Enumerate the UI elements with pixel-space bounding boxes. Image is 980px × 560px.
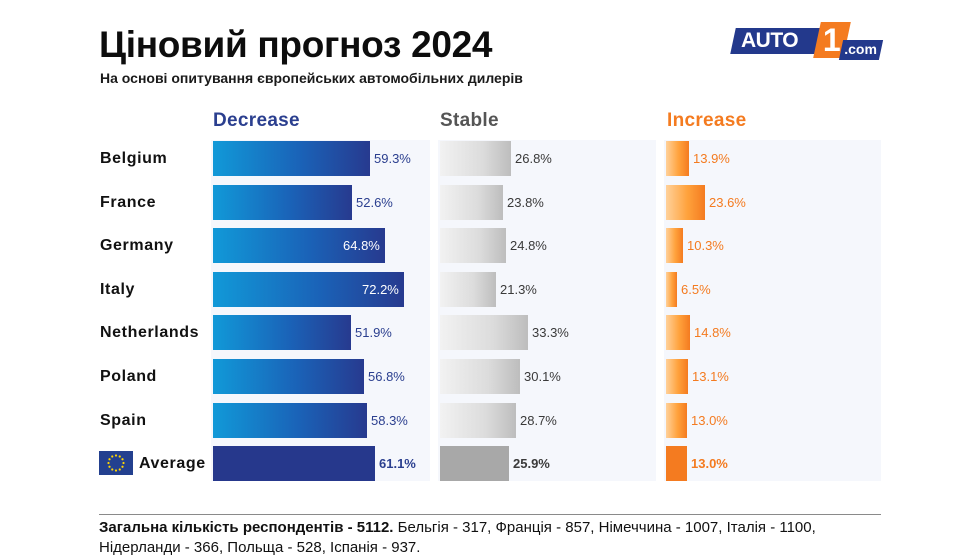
eu-star bbox=[121, 465, 124, 468]
footnote-text: Бельгія - 317, Франція - 857, Німеччина … bbox=[99, 519, 816, 556]
auto1-logo: AUTO 1 .com bbox=[730, 22, 884, 64]
bar-stable-germany bbox=[440, 228, 506, 264]
value-label-decrease-france: 52.6% bbox=[356, 194, 393, 210]
bar-increase-france bbox=[666, 184, 705, 220]
category-label-poland: Poland bbox=[100, 368, 157, 385]
bar-stable-netherlands bbox=[440, 315, 528, 351]
value-label-increase-average: 13.0% bbox=[691, 456, 728, 472]
eu-star bbox=[121, 458, 124, 461]
eu-star bbox=[114, 454, 118, 457]
bar-stable-spain bbox=[440, 402, 516, 438]
value-label-decrease-italy: 72.2% bbox=[362, 281, 399, 297]
bar-increase-spain bbox=[666, 402, 687, 438]
bar-stable-france bbox=[440, 184, 503, 220]
eu-star bbox=[118, 455, 121, 458]
bar-decrease-italy bbox=[213, 271, 404, 307]
value-label-decrease-belgium: 59.3% bbox=[374, 151, 411, 166]
value-label-stable-netherlands: 33.3% bbox=[532, 325, 569, 341]
value-label-stable-belgium: 26.8% bbox=[515, 151, 552, 166]
value-label-stable-france: 23.8% bbox=[507, 194, 544, 210]
bar-increase-germany bbox=[666, 228, 683, 264]
value-label-stable-poland: 30.1% bbox=[524, 369, 561, 384]
bar-increase-belgium bbox=[666, 141, 689, 176]
bar-increase-poland bbox=[666, 359, 688, 394]
value-label-increase-france: 23.6% bbox=[709, 194, 746, 210]
value-label-increase-netherlands: 14.8% bbox=[694, 325, 731, 341]
category-label-average: Average bbox=[139, 455, 206, 473]
bar-stable-average bbox=[440, 446, 509, 482]
eu-star bbox=[108, 465, 111, 468]
eu-flag-icon bbox=[99, 451, 133, 475]
category-label-italy: Italy bbox=[100, 280, 136, 298]
footnote: Загальна кількість респондентів - 5112. … bbox=[99, 518, 889, 558]
bar-decrease-poland bbox=[213, 359, 364, 394]
bar-increase-italy bbox=[666, 271, 677, 307]
value-label-increase-spain: 13.0% bbox=[691, 412, 728, 428]
value-label-decrease-germany: 64.8% bbox=[343, 238, 380, 254]
bar-stable-italy bbox=[440, 271, 496, 307]
bar-increase-average bbox=[666, 446, 687, 482]
value-label-stable-italy: 21.3% bbox=[500, 281, 537, 297]
eu-star bbox=[107, 461, 110, 465]
eu-star bbox=[118, 468, 121, 471]
bar-stable-belgium bbox=[440, 141, 511, 176]
category-label-belgium: Belgium bbox=[100, 150, 168, 167]
page-subtitle: На основі опитування європейських автомо… bbox=[100, 70, 523, 86]
logo-text-one: 1 bbox=[822, 22, 841, 58]
eu-star bbox=[122, 461, 125, 465]
value-label-increase-italy: 6.5% bbox=[681, 281, 711, 297]
bar-decrease-germany bbox=[213, 228, 385, 264]
category-label-spain: Spain bbox=[100, 411, 147, 429]
value-label-increase-belgium: 13.9% bbox=[693, 151, 730, 166]
footnote-bold: Загальна кількість респондентів - 5112. bbox=[99, 519, 394, 536]
header-stable: Stable bbox=[440, 110, 499, 131]
page-title: Ціновий прогноз 2024 bbox=[99, 24, 493, 65]
bar-decrease-netherlands bbox=[213, 315, 351, 351]
value-label-stable-average: 25.9% bbox=[513, 456, 550, 472]
eu-star bbox=[114, 469, 118, 472]
category-label-france: France bbox=[100, 193, 157, 211]
value-label-stable-germany: 24.8% bbox=[510, 238, 547, 254]
value-label-stable-spain: 28.7% bbox=[520, 412, 557, 428]
bar-decrease-france bbox=[213, 184, 352, 220]
header-decrease: Decrease bbox=[213, 110, 300, 131]
value-label-decrease-poland: 56.8% bbox=[368, 369, 405, 384]
value-label-increase-germany: 10.3% bbox=[687, 238, 724, 254]
footnote-divider bbox=[99, 514, 881, 515]
value-label-decrease-average: 61.1% bbox=[379, 456, 416, 472]
eu-star bbox=[111, 455, 114, 458]
eu-star bbox=[111, 468, 114, 471]
category-label-germany: Germany bbox=[100, 237, 174, 255]
header-increase: Increase bbox=[667, 110, 747, 131]
logo-text-com: .com bbox=[844, 41, 877, 57]
bar-decrease-average bbox=[213, 446, 375, 482]
value-label-decrease-spain: 58.3% bbox=[371, 412, 408, 428]
bar-stable-poland bbox=[440, 359, 520, 394]
eu-star bbox=[108, 458, 111, 461]
bar-decrease-spain bbox=[213, 402, 367, 438]
category-label-netherlands: Netherlands bbox=[100, 324, 200, 342]
value-label-increase-poland: 13.1% bbox=[692, 369, 729, 384]
bar-increase-netherlands bbox=[666, 315, 690, 351]
logo-text-auto: AUTO bbox=[741, 29, 799, 52]
bar-decrease-belgium bbox=[213, 141, 370, 176]
value-label-decrease-netherlands: 51.9% bbox=[355, 325, 392, 341]
